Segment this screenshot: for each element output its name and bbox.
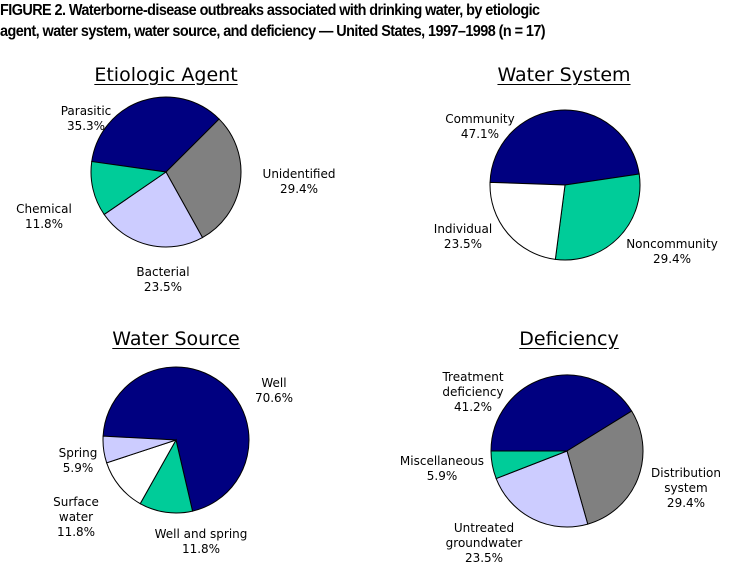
slice-label-miscellaneous: Miscellaneous 5.9%	[399, 454, 485, 483]
pie-slice-noncommunity	[554, 173, 641, 261]
slice-label-bacterial: Bacterial 23.5%	[136, 265, 190, 294]
pie-slice-individual	[489, 181, 566, 260]
figure-title-line-1: FIGURE 2. Waterborne-disease outbreaks a…	[0, 2, 540, 19]
pie-slice-treatment-deficiency	[490, 374, 633, 452]
pie-slice-unidentified	[165, 118, 242, 239]
slice-label-well: Well 70.6%	[254, 376, 294, 405]
slice-label-chemical: Chemical 11.8%	[16, 202, 72, 231]
slice-label-spring: Spring 5.9%	[58, 446, 98, 475]
slice-label-individual: Individual 23.5%	[433, 222, 493, 251]
pie-slice-parasitic	[91, 96, 220, 173]
slice-label-surface-water: Surface water 11.8%	[53, 495, 99, 539]
pie-slice-bacterial	[103, 171, 204, 248]
pie-slice-community	[489, 109, 640, 186]
slice-label-parasitic: Parasitic 35.3%	[60, 104, 112, 133]
slice-label-noncommunity: Noncommunity 29.4%	[626, 237, 718, 266]
slice-label-unidentified: Unidentified 29.4%	[262, 167, 336, 196]
slice-label-community: Community 47.1%	[445, 112, 515, 141]
figure-title: FIGURE 2. Waterborne-disease outbreaks a…	[0, 0, 546, 42]
chart-title-water-source: Water Source	[112, 328, 240, 350]
chart-title-etiologic-agent: Etiologic Agent	[94, 64, 238, 86]
slice-label-treatment-deficiency: Treatment deficiency 41.2%	[442, 370, 504, 414]
slice-label-distribution-system: Distribution system 29.4%	[650, 466, 722, 510]
pie-slice-spring	[102, 435, 177, 464]
slice-label-untreated-groundwater: Untreated groundwater 23.5%	[445, 521, 523, 565]
pie-slice-distribution-system	[566, 410, 644, 525]
chart-title-deficiency: Deficiency	[519, 328, 619, 350]
slice-label-well-and-spring: Well and spring 11.8%	[154, 527, 248, 556]
chart-title-water-system: Water System	[497, 64, 631, 86]
pie-slice-miscellaneous	[490, 450, 568, 480]
pie-slice-chemical	[90, 160, 168, 216]
figure-title-line-2: agent, water system, water source, and d…	[0, 23, 546, 40]
